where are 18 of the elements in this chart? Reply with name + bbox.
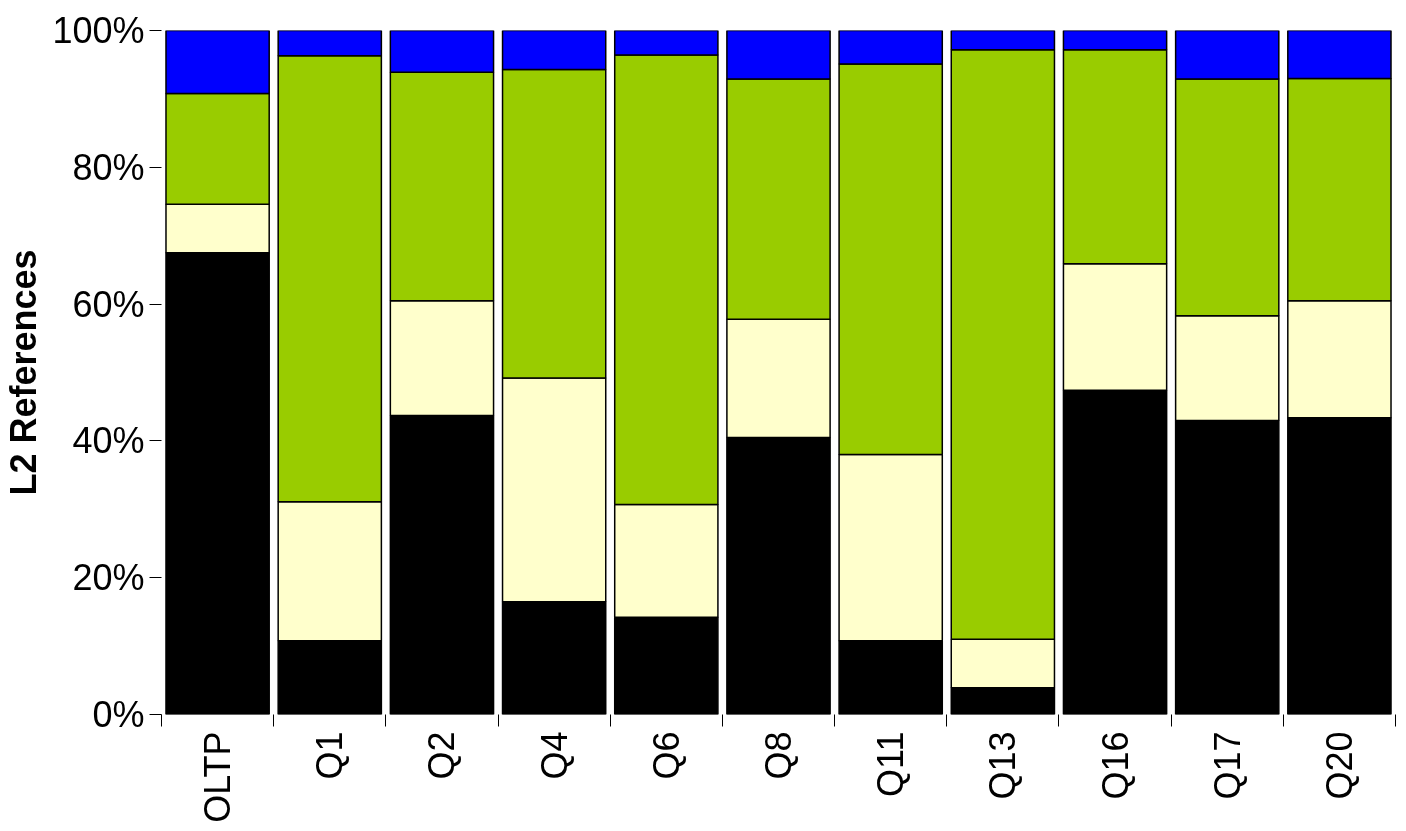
y-tick-label: 0% <box>92 694 145 735</box>
x-tick-label: OLTP <box>197 731 239 823</box>
y-tick-label: 80% <box>72 146 145 188</box>
x-tick-label: Q4 <box>533 731 575 780</box>
x-tick-label: Q11 <box>870 731 912 797</box>
x-tick-label: Q1 <box>309 731 351 780</box>
y-tick-label: 60% <box>72 283 145 325</box>
x-tick-label: Q8 <box>758 731 799 780</box>
x-tick-label: Q16 <box>1094 731 1136 800</box>
y-tick-label: 40% <box>72 420 145 462</box>
x-tick-label: Q20 <box>1318 731 1360 800</box>
y-tick-label: 20% <box>72 557 145 599</box>
x-tick-label: Q6 <box>645 731 687 780</box>
x-tick-label: Q2 <box>421 731 463 780</box>
y-tick-label: 100% <box>52 10 145 51</box>
y-axis-title: L2 References <box>3 249 45 496</box>
x-tick-label: Q17 <box>1206 731 1248 800</box>
x-tick-label: Q13 <box>982 731 1024 800</box>
